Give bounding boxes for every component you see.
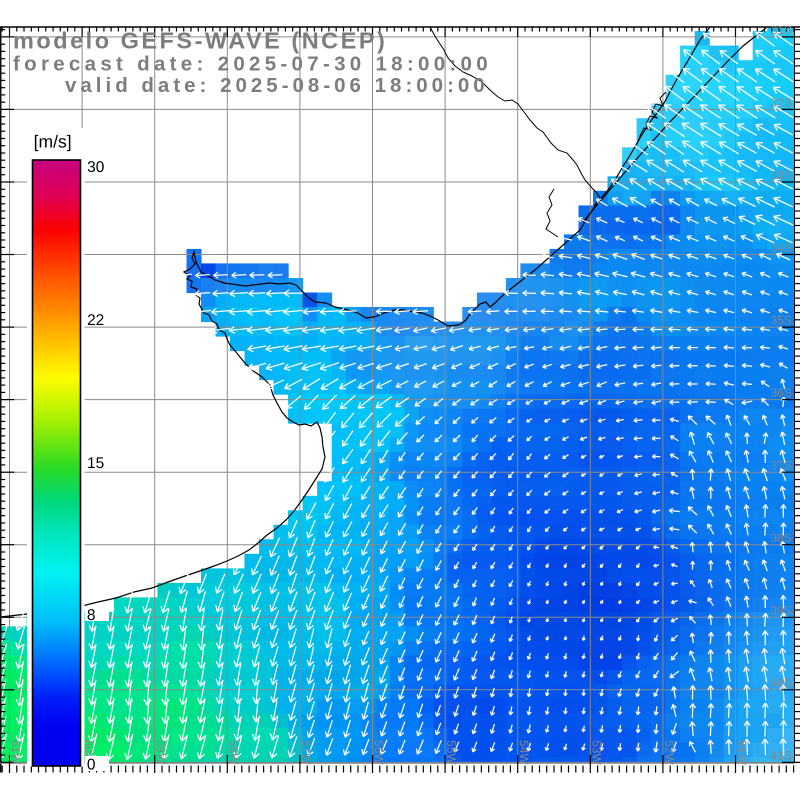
svg-text:0: 0 <box>87 757 96 774</box>
svg-text:37S: 37S <box>770 458 791 472</box>
svg-text:33S: 33S <box>771 168 792 182</box>
svg-text:22: 22 <box>87 312 104 329</box>
svg-text:51W: 51W <box>735 740 749 765</box>
svg-text:valid date: 2025-08-06 18:00:0: valid date: 2025-08-06 18:00:00 <box>65 74 489 97</box>
svg-text:15: 15 <box>87 455 104 472</box>
svg-text:58W: 58W <box>227 740 241 765</box>
svg-text:[m/s]: [m/s] <box>34 131 72 151</box>
svg-text:40S: 40S <box>770 676 791 690</box>
svg-text:54W: 54W <box>517 740 531 765</box>
svg-text:31S: 31S <box>771 23 792 37</box>
svg-text:41S: 41S <box>770 749 791 763</box>
svg-text:modelo GEFS-WAVE (NCEP): modelo GEFS-WAVE (NCEP) <box>13 28 387 54</box>
svg-text:35S: 35S <box>771 313 792 327</box>
svg-text:forecast date: 2025-07-30 18:0: forecast date: 2025-07-30 18:00:00 <box>13 53 492 76</box>
svg-text:57W: 57W <box>299 740 313 765</box>
svg-text:53W: 53W <box>590 740 604 765</box>
svg-text:38S: 38S <box>770 531 791 545</box>
svg-text:39S: 39S <box>770 603 791 617</box>
svg-text:32S: 32S <box>771 96 792 110</box>
svg-text:8: 8 <box>87 607 96 624</box>
svg-text:34S: 34S <box>771 241 792 255</box>
svg-text:59W: 59W <box>154 740 168 765</box>
svg-text:55W: 55W <box>444 740 458 765</box>
svg-text:36S: 36S <box>771 386 792 400</box>
svg-text:30: 30 <box>87 159 105 176</box>
svg-text:61W: 61W <box>9 740 23 765</box>
svg-text:52W: 52W <box>662 740 676 765</box>
svg-text:56W: 56W <box>372 740 386 765</box>
